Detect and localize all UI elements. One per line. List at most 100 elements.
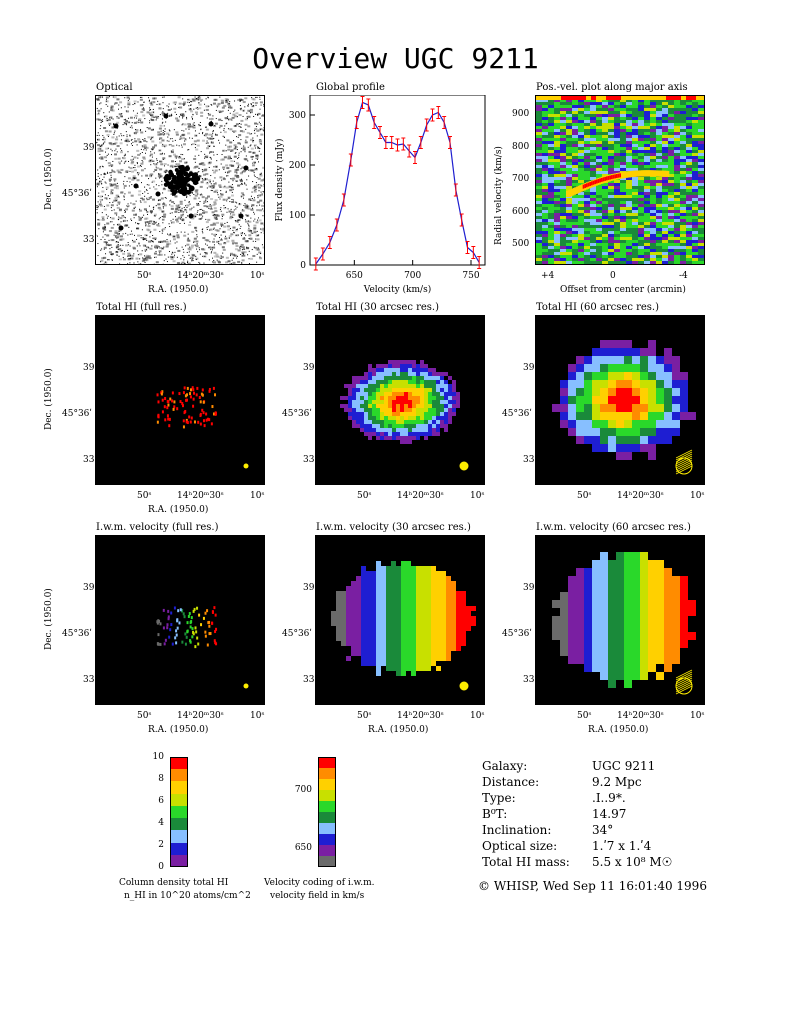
- map-pixel: [632, 364, 640, 372]
- map-pixel: [406, 641, 411, 646]
- map-pixel: [664, 364, 672, 372]
- map-pixel: [584, 388, 592, 396]
- map-pixel: [396, 416, 400, 420]
- map-pixel: [412, 416, 416, 420]
- map-pixel: [624, 552, 632, 560]
- y-tick-label: 200: [289, 161, 306, 171]
- map-pixel: [160, 392, 163, 396]
- map-pixel: [592, 364, 600, 372]
- map-pixel: [616, 364, 624, 372]
- ra-tick-label: 14ʰ20ᵐ30ˢ: [177, 271, 224, 281]
- map-pixel: [432, 400, 436, 404]
- map-pixel: [404, 428, 408, 432]
- map-pixel: [200, 623, 203, 627]
- info-distance-val: 9.2 Mpc: [592, 775, 642, 789]
- map-pixel: [448, 416, 452, 420]
- map-pixel: [396, 420, 400, 424]
- map-pixel: [211, 621, 214, 625]
- map-pixel: [568, 364, 576, 372]
- map-pixel: [428, 368, 432, 372]
- map-pixel: [432, 424, 436, 428]
- map-pixel: [664, 584, 672, 592]
- map-pixel: [406, 636, 411, 641]
- map-pixel: [351, 606, 356, 611]
- map-pixel: [568, 428, 576, 436]
- map-pixel: [206, 609, 209, 613]
- map-pixel: [424, 400, 428, 404]
- map-pixel: [411, 606, 416, 611]
- map-pixel: [400, 388, 404, 392]
- map-pixel: [436, 616, 441, 621]
- map-pixel: [448, 404, 452, 408]
- map-pixel: [202, 400, 205, 404]
- map-pixel: [656, 624, 664, 632]
- map-pixel: [584, 568, 592, 576]
- map-pixel: [366, 616, 371, 621]
- map-pixel: [568, 404, 576, 412]
- dec-tick-label: 45°36ʹ: [502, 629, 532, 639]
- map-pixel: [406, 621, 411, 626]
- map-pixel: [204, 611, 207, 615]
- colorbar-swatch: [170, 842, 188, 855]
- map-pixel: [195, 393, 198, 397]
- map-pixel: [401, 646, 406, 651]
- map-pixel: [346, 596, 351, 601]
- map-pixel: [466, 616, 471, 621]
- map-pixel: [366, 591, 371, 596]
- map-pixel: [624, 340, 632, 348]
- map-pixel: [432, 432, 436, 436]
- optical-image: [96, 96, 267, 266]
- total-60-title: Total HI (60 arcsec res.): [536, 302, 660, 313]
- map-pixel: [632, 396, 640, 404]
- map-pixel: [592, 640, 600, 648]
- map-pixel: [401, 641, 406, 646]
- map-pixel: [624, 576, 632, 584]
- map-pixel: [400, 428, 404, 432]
- map-pixel: [416, 661, 421, 666]
- map-pixel: [444, 380, 448, 384]
- map-pixel: [624, 396, 632, 404]
- map-pixel: [456, 631, 461, 636]
- beam-hatch: [675, 465, 693, 475]
- map-pixel: [648, 388, 656, 396]
- map-pixel: [680, 404, 688, 412]
- map-pixel: [452, 392, 456, 396]
- map-pixel: [184, 394, 187, 398]
- map-pixel: [426, 591, 431, 596]
- map-pixel: [388, 436, 392, 440]
- map-pixel: [576, 648, 584, 656]
- map-pixel: [376, 606, 381, 611]
- map-pixel: [452, 384, 456, 388]
- map-pixel: [672, 648, 680, 656]
- map-pixel: [448, 412, 452, 416]
- map-pixel: [406, 646, 411, 651]
- map-pixel: [456, 400, 460, 404]
- map-pixel: [592, 444, 600, 452]
- map-pixel: [568, 640, 576, 648]
- map-pixel: [179, 608, 182, 612]
- map-pixel: [406, 626, 411, 631]
- map-pixel: [416, 566, 421, 571]
- colorbar-swatch: [318, 757, 336, 768]
- map-pixel: [404, 432, 408, 436]
- map-pixel: [648, 380, 656, 388]
- map-pixel: [371, 611, 376, 616]
- map-pixel: [179, 400, 182, 404]
- map-pixel: [361, 656, 366, 661]
- colorbar-tick-label: 0: [158, 862, 164, 872]
- map-pixel: [213, 639, 216, 643]
- map-pixel: [624, 672, 632, 680]
- map-pixel: [584, 412, 592, 420]
- map-pixel: [360, 416, 364, 420]
- map-pixel: [424, 396, 428, 400]
- map-pixel: [424, 372, 428, 376]
- map-pixel: [608, 616, 616, 624]
- map-pixel: [592, 608, 600, 616]
- map-pixel: [360, 408, 364, 412]
- map-pixel: [411, 581, 416, 586]
- map-pixel: [206, 643, 209, 647]
- map-pixel: [431, 616, 436, 621]
- map-pixel: [388, 404, 392, 408]
- map-pixel: [361, 571, 366, 576]
- map-pixel: [356, 586, 361, 591]
